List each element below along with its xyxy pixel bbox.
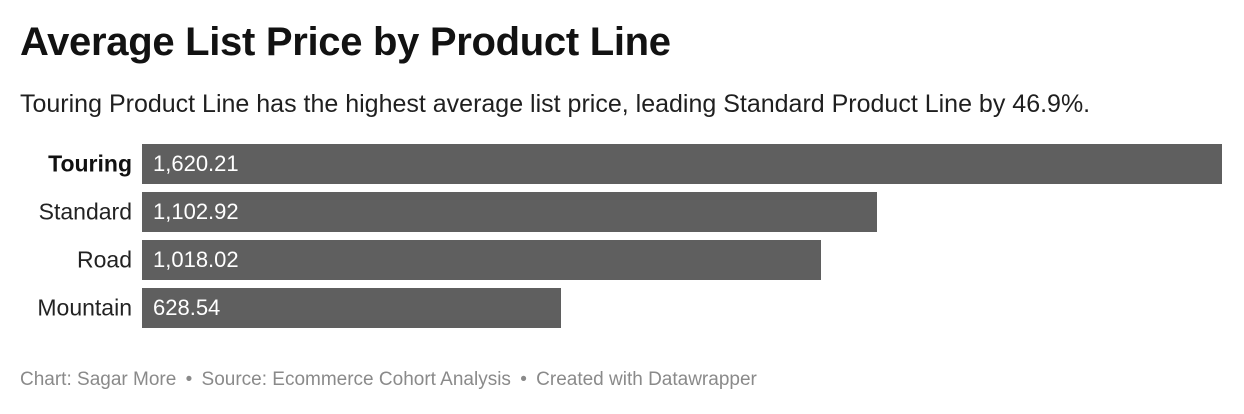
chart-credit: Chart: Sagar More: [20, 369, 177, 390]
chart-source: Source: Ecommerce Cohort Analysis: [201, 369, 511, 390]
category-label-touring: Touring: [48, 150, 132, 177]
bar-mountain: 628.54: [142, 288, 561, 328]
value-label-touring: 1,620.21: [153, 151, 239, 176]
value-label-mountain: 628.54: [153, 295, 221, 320]
bar-standard: 1,102.92: [142, 192, 877, 232]
value-label-standard: 1,102.92: [153, 199, 239, 224]
footer-separator: •: [520, 369, 527, 390]
category-label-standard: Standard: [38, 198, 132, 225]
chart-footer: Chart: Sagar More • Source: Ecommerce Co…: [20, 369, 757, 391]
chart-tool-credit: Created with Datawrapper: [536, 369, 757, 390]
bar-touring: 1,620.21: [142, 144, 1222, 184]
category-label-road: Road: [77, 246, 132, 273]
category-label-mountain: Mountain: [37, 294, 132, 321]
bar-road: 1,018.02: [142, 240, 821, 280]
value-label-road: 1,018.02: [153, 247, 239, 272]
chart-title: Average List Price by Product Line: [20, 20, 671, 64]
chart-subtitle: Touring Product Line has the highest ave…: [20, 90, 1091, 118]
footer-separator: •: [185, 369, 193, 390]
